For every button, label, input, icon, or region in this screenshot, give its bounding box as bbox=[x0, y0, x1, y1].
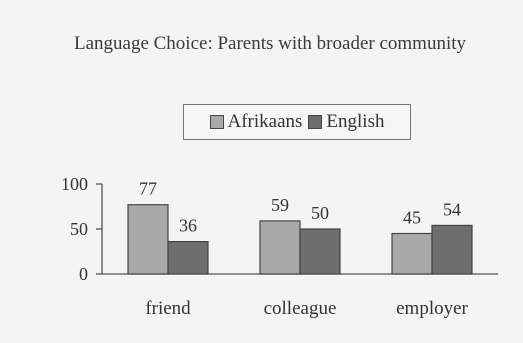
y-tick-label: 0 bbox=[79, 264, 88, 284]
data-label: 54 bbox=[443, 199, 461, 219]
legend-swatch-afrikaans bbox=[209, 115, 224, 129]
bar-english-employer bbox=[431, 224, 473, 275]
legend: Afrikaans English bbox=[183, 104, 411, 140]
bar-afrikaans-colleague bbox=[259, 220, 301, 275]
chart-title: Language Choice: Parents with broader co… bbox=[73, 33, 467, 54]
data-label: 45 bbox=[403, 208, 421, 228]
y-tick-label: 50 bbox=[70, 219, 88, 239]
data-label: 59 bbox=[271, 195, 289, 215]
x-tick-label: colleague bbox=[264, 298, 337, 319]
legend-swatch-english bbox=[308, 115, 323, 129]
legend-item-english: English bbox=[308, 111, 384, 133]
legend-label-afrikaans: Afrikaans bbox=[227, 111, 303, 132]
x-tick-label: friend bbox=[145, 298, 191, 319]
bar-afrikaans-friend bbox=[127, 204, 169, 275]
legend-item-afrikaans: Afrikaans bbox=[209, 111, 303, 133]
x-tick-label: employer bbox=[396, 298, 468, 319]
data-label: 50 bbox=[311, 203, 329, 223]
bar-english-friend bbox=[167, 241, 209, 275]
bar-afrikaans-employer bbox=[391, 232, 433, 275]
y-tick-label: 100 bbox=[61, 174, 88, 194]
legend-label-english: English bbox=[326, 111, 385, 132]
data-label: 77 bbox=[139, 179, 157, 199]
bar-english-colleague bbox=[299, 228, 341, 275]
data-label: 36 bbox=[179, 216, 197, 236]
